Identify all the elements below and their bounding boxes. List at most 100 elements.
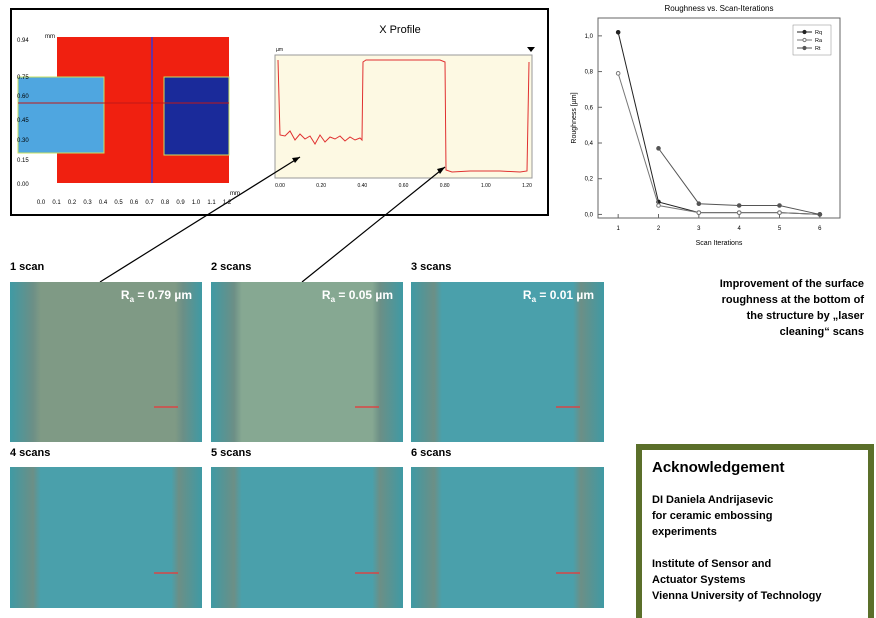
scale-bar [556,406,580,408]
image-label: 6 scans [411,447,451,459]
acknowledgement-line: Vienna University of Technology [652,590,822,602]
roughness-subscript: a [331,295,336,304]
x-tick-label: 0.1 [52,200,61,206]
y-tick-label: 1,0 [585,34,594,40]
legend-marker [802,29,807,35]
x-tick-label: 0.6 [130,200,139,206]
x-tick-label: 0.8 [161,200,170,206]
y-tick-label: 0.45 [17,118,29,124]
legend-marker [802,37,807,43]
micrograph [411,282,604,442]
y-tick-label: 0.94 [17,38,29,44]
series-marker [777,203,782,208]
series-marker [736,210,742,215]
x-tick-label: 6 [818,226,822,232]
series-marker [615,71,621,76]
x-tick-label: 0.4 [99,200,108,206]
series-marker [777,210,782,215]
image-label: 4 scans [10,447,50,459]
y-tick-label: 0.00 [17,182,29,188]
x-tick-label: 3 [697,226,701,232]
scale-bar [556,572,580,574]
caption-line: Improvement of the surface [720,278,864,290]
image-label: 2 scans [211,261,251,273]
micrograph [10,282,202,442]
y-tick-label: 0,0 [585,212,594,218]
roughness-value: = 0.79 µm [134,288,192,302]
image-label: 5 scans [211,447,251,459]
y-tick-label: 0.15 [17,158,29,164]
roughness-value: = 0.05 µm [335,288,393,302]
plot-area [597,17,841,219]
profile-marker [527,47,535,52]
x-tick-label: 0.20 [316,183,326,189]
image-label: 3 scans [411,261,451,273]
acknowledgement-line: Institute of Sensor and [652,558,771,570]
profile-title: X Profile [379,24,421,36]
x-axis-label: Scan Iterations [696,240,743,247]
x-tick-label: 1.00 [481,183,491,189]
roughness-label: Ra = 0.79 µm [121,288,192,304]
height-map-region [17,76,105,154]
scale-bar [355,572,379,574]
x-tick-label: 1.1 [207,200,216,206]
x-tick-label: 0.7 [145,200,154,206]
arrow [301,166,446,283]
x-tick-label: 0.2 [68,200,77,206]
x-tick-label: 2 [657,226,661,232]
x-tick-label: 0.00 [275,183,285,189]
y-tick-label: 0,2 [585,177,594,183]
acknowledgement-line: DI Daniela Andrijasevic [652,494,773,506]
x-tick-label: 0.80 [440,183,450,189]
legend-label: Ra [815,38,823,44]
y-tick-label: 0.75 [17,75,29,81]
scale-bar [154,406,178,408]
profile-plot [274,54,533,179]
scale-bar [154,572,178,574]
x-tick-label: 5 [778,226,782,232]
x-tick-label: 0.3 [83,200,92,206]
scale-bar [355,406,379,408]
micrograph [211,282,403,442]
series-marker [656,203,661,208]
x-tick-label: 4 [737,226,741,232]
acknowledgement-title: Acknowledgement [652,459,785,476]
legend-box [792,24,832,56]
roughness-symbol: R [523,288,532,302]
series-marker [615,29,621,35]
legend-label: Rt [815,46,821,52]
roughness-subscript: a [130,295,135,304]
unit: mm [230,191,240,197]
x-tick-label: 1.20 [522,183,532,189]
x-tick-label: 0.40 [357,183,367,189]
unit: µm [276,47,283,53]
caption-line: roughness at the bottom of [722,294,865,306]
roughness-label: Ra = 0.01 µm [523,288,594,304]
chart-title: Roughness vs. Scan-Iterations [665,4,774,13]
caption-line: cleaning“ scans [780,326,864,338]
profile-line [277,59,530,173]
series-line [617,32,820,215]
acknowledgement-box [636,444,874,618]
x-tick-label: 1 [616,226,620,232]
y-tick-label: 0.30 [17,138,29,144]
unit: mm [45,34,55,40]
image-label: 1 scan [10,261,45,273]
legend-marker [802,45,807,51]
roughness-value: = 0.01 µm [536,288,594,302]
micrograph [10,467,202,608]
x-tick-label: 0.9 [176,200,185,206]
y-axis-label: Roughness [µm] [571,92,578,143]
arrow [99,156,301,283]
legend-label: Rq [815,30,822,36]
y-tick-label: 0,8 [585,70,594,76]
x-tick-label: 1.0 [192,200,201,206]
series-marker [696,210,702,215]
acknowledgement-line: for ceramic embossing [652,510,772,522]
arrow-head [437,167,445,174]
roughness-symbol: R [121,288,130,302]
series-marker [817,212,823,217]
series-marker [696,201,702,207]
